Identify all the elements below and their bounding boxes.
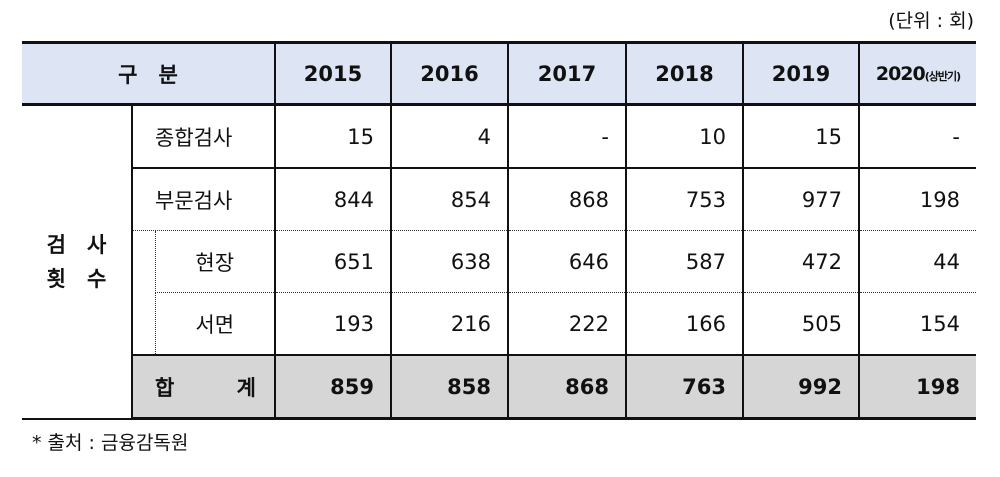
cell: 216 [390,292,508,356]
cell: - [507,104,626,169]
group-label-line: 횟 수 [46,266,107,291]
total-label-left: 합 [155,375,175,400]
sub-indent [131,230,155,356]
table-row: 부문검사 844 854 868 753 977 198 [22,168,976,231]
cell: 505 [742,292,859,356]
header-category: 구 분 [22,41,275,106]
inspection-count-table: 구 분 2015 2016 2017 2018 2019 2020(상반기) 검… [22,41,976,420]
cell: 44 [858,230,976,293]
cell: 15 [742,104,859,169]
cell: 154 [858,292,976,356]
cell: 472 [742,230,859,293]
total-cell: 868 [507,355,626,420]
cell: 15 [274,104,391,169]
total-cell: 858 [390,355,508,420]
cell: 844 [274,168,391,231]
header-row: 구 분 2015 2016 2017 2018 2019 2020(상반기) [22,41,976,106]
cell: 854 [390,168,508,231]
total-cell: 763 [625,355,743,420]
header-year: 2017 [507,41,626,106]
header-year-2020: 2020(상반기) [858,41,976,106]
row-label: 부문검사 [131,168,275,231]
cell: 198 [858,168,976,231]
total-label-right: 계 [236,375,256,400]
cell: 587 [625,230,743,293]
row-label: 서면 [154,292,275,356]
header-year-label: 2020 [875,62,926,85]
cell: 638 [390,230,508,293]
cell: 166 [625,292,743,356]
cell: 193 [274,292,391,356]
cell: 977 [742,168,859,231]
cell: - [858,104,976,169]
group-label: 검 사 횟 수 [22,104,132,420]
unit-note: (단위 : 회) [888,10,974,32]
cell: 753 [625,168,743,231]
table-row: 현장 651 638 646 587 472 44 [22,230,976,356]
source-note: * 출처 : 금융감독원 [32,432,189,454]
total-cell: 859 [274,355,391,420]
table-row: 검 사 횟 수 종합검사 15 4 - 10 15 - [22,104,976,420]
row-label: 종합검사 [131,104,275,169]
row-label: 현장 [154,230,275,293]
cell: 868 [507,168,626,231]
cell: 651 [274,230,391,293]
header-year: 2018 [625,41,743,106]
cell: 4 [390,104,508,169]
header-year: 2016 [390,41,508,106]
total-cell: 198 [858,355,976,420]
header-year-note: (상반기) [924,69,961,83]
cell: 646 [507,230,626,293]
group-label-line: 검 사 [46,232,107,257]
header-year: 2015 [274,41,391,106]
table-row: 서면 193 216 222 166 505 154 [22,292,976,356]
total-cell: 992 [742,355,859,420]
header-year: 2019 [742,41,859,106]
cell: 222 [507,292,626,356]
cell: 10 [625,104,743,169]
